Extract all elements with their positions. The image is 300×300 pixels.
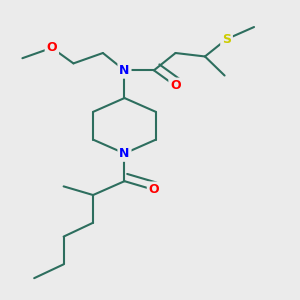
Text: N: N <box>119 64 130 77</box>
Text: O: O <box>148 183 159 196</box>
Text: S: S <box>222 33 231 46</box>
Text: N: N <box>119 147 130 160</box>
Text: O: O <box>170 80 181 92</box>
Text: O: O <box>46 41 57 54</box>
